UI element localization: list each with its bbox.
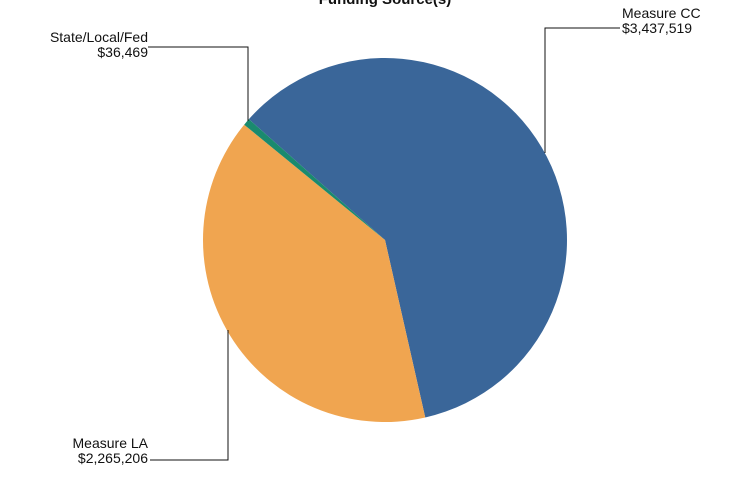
slice-label: State/Local/Fed [50,29,148,45]
pie-slice [244,119,385,240]
leader-line [148,46,249,121]
slice-value-label: $36,469 [97,44,148,60]
pie-slice [248,58,567,418]
slice-value-label: $3,437,519 [622,20,692,36]
pie-slice [202,124,426,422]
leader-line [544,27,620,153]
slice-label: Measure CC [622,5,701,21]
chart-title: Funding Source(s) [319,0,452,8]
leader-line [150,330,229,461]
slice-label: Measure LA [73,435,149,451]
slice-value-label: $2,265,206 [78,450,148,466]
